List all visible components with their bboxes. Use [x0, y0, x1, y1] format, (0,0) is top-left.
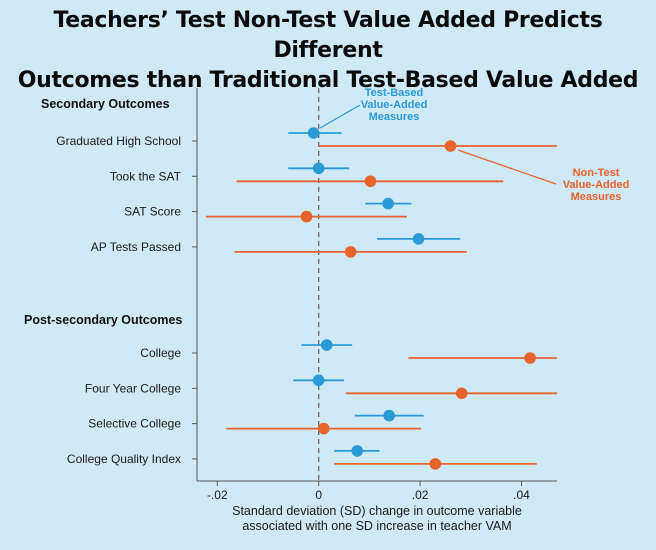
non-test-point: [455, 387, 468, 400]
chart-axes: -.02 0 .02 .04: [192, 88, 557, 502]
chart-rows: [206, 127, 557, 470]
outcome-row: [334, 445, 537, 470]
chart-title: Teachers’ Test Non-Test Value Added Pred…: [0, 6, 656, 96]
test-based-annotation-line: Test-Based: [365, 87, 423, 99]
group-header: Secondary Outcomes: [41, 97, 170, 111]
outcome-label: Graduated High School: [56, 134, 181, 148]
test-based-point: [312, 162, 325, 175]
test-based-point: [307, 127, 320, 139]
chart-annotations: Test-BasedValue-AddedMeasuresNon-TestVal…: [319, 87, 630, 203]
x-tick-label: .04: [513, 488, 530, 502]
test-based-annotation-line: Measures: [369, 111, 420, 123]
outcome-row: [288, 127, 557, 152]
outcome-label: SAT Score: [124, 205, 181, 219]
outcome-row: [234, 233, 467, 258]
x-tick-label: -.02: [207, 488, 228, 502]
test-based-point: [412, 233, 425, 245]
group-header: Post-secondary Outcomes: [24, 313, 182, 327]
outcome-label: Took the SAT: [110, 169, 182, 183]
outcome-row: [226, 409, 424, 435]
test-based-point: [351, 445, 364, 457]
non-test-annotation-line: Measures: [571, 191, 622, 203]
non-test-point: [344, 246, 357, 258]
outcome-label: AP Tests Passed: [91, 240, 181, 254]
non-test-point: [317, 422, 330, 435]
x-axis-label-line: associated with one SD increase in teach…: [242, 519, 511, 533]
non-test-point: [429, 458, 442, 470]
outcome-label: College: [140, 346, 181, 360]
test-based-point: [382, 197, 394, 210]
outcome-label: Four Year College: [85, 381, 181, 395]
non-test-point: [444, 140, 457, 152]
test-based-annotation-pointer: [319, 104, 361, 129]
outcome-row: [236, 162, 504, 188]
outcome-row: [301, 339, 557, 364]
chart-labels: Standard deviation (SD) change in outcom…: [24, 97, 522, 533]
non-test-point: [300, 210, 313, 223]
non-test-annotation-line: Non-Test: [573, 167, 620, 179]
test-based-point: [383, 409, 395, 422]
chart-title-line-1: Teachers’ Test Non-Test Value Added Pred…: [53, 8, 603, 63]
test-based-point: [321, 339, 333, 351]
outcome-label: Selective College: [88, 417, 181, 431]
non-test-annotation-line: Value-Added: [563, 179, 630, 191]
non-test-point: [524, 352, 536, 364]
outcome-row: [206, 197, 412, 223]
test-based-point: [312, 374, 325, 387]
non-test-annotation-pointer: [457, 149, 557, 185]
outcome-row: [293, 374, 557, 400]
outcome-label: College Quality Index: [67, 452, 181, 466]
non-test-point: [364, 175, 377, 188]
x-axis-label-line: Standard deviation (SD) change in outcom…: [232, 504, 522, 518]
x-tick-label: .02: [412, 488, 429, 502]
test-based-annotation-line: Value-Added: [361, 99, 428, 111]
chart-title-line-2: Outcomes than Traditional Test-Based Val…: [17, 68, 639, 93]
x-tick-label: 0: [315, 488, 322, 502]
